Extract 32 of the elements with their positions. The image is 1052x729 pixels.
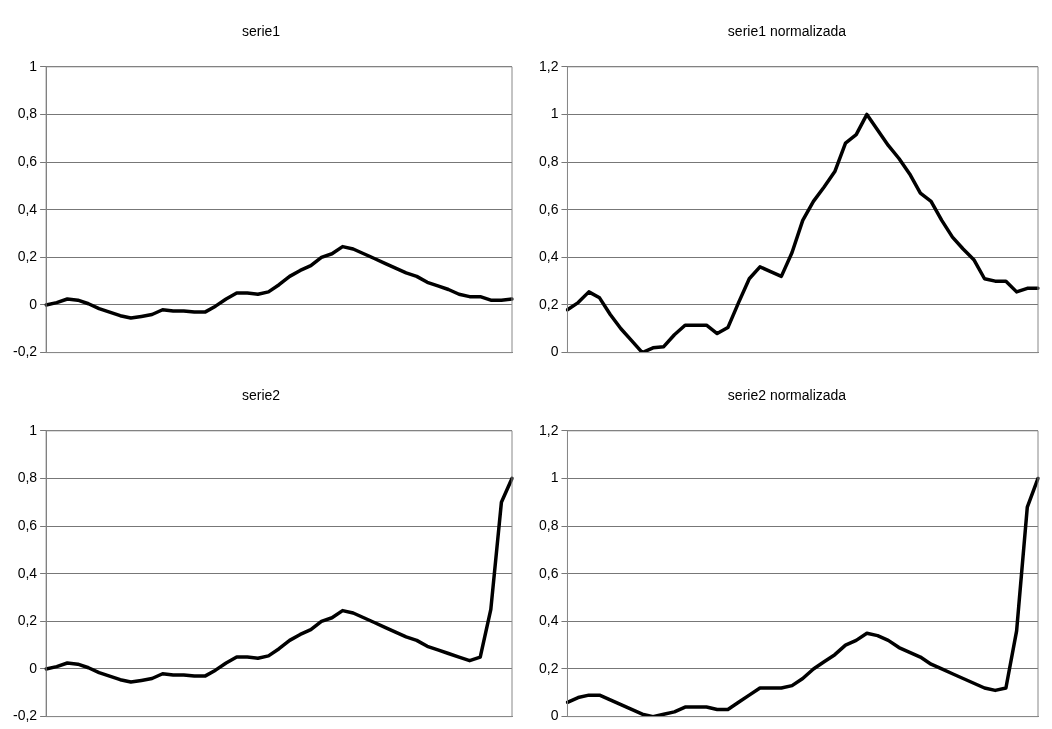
y-tick-label: 1,2 [538,57,559,74]
y-tick-label: 1 [550,469,559,486]
y-tick-label: -0,2 [13,707,38,724]
y-tick-label: 1 [550,105,559,122]
y-tick-label: 0 [550,343,559,360]
chart-title: serie2 [241,387,281,404]
y-tick-label: 0,6 [17,516,38,533]
y-tick-label: 0,8 [538,152,559,169]
y-tick-label: 0,6 [538,564,559,581]
y-tick-label: 0,2 [17,612,38,629]
y-tick-label: 1,2 [538,421,559,438]
y-tick-label: 0,8 [17,105,38,122]
y-tick-label: 0,4 [538,612,559,629]
chart-title: serie2 normalizada [727,387,847,404]
y-tick-label: 0,6 [17,152,38,169]
y-tick-label: 0,2 [538,295,559,312]
y-tick-label: 0 [29,295,38,312]
y-tick-label: 0,4 [538,248,559,265]
y-tick-label: -0,2 [13,343,38,360]
chart-title: serie1 [241,23,281,40]
y-tick-label: 0,4 [17,564,38,581]
y-tick-label: 0,2 [17,248,38,265]
y-tick-label: 1 [29,421,38,438]
y-tick-label: 0,4 [17,200,38,217]
y-tick-label: 0,6 [538,200,559,217]
y-tick-label: 0,8 [17,469,38,486]
y-tick-label: 0,2 [538,659,559,676]
y-tick-label: 0 [29,659,38,676]
y-tick-label: 1 [29,57,38,74]
chart-title: serie1 normalizada [727,23,847,40]
y-tick-label: 0,8 [538,516,559,533]
y-tick-label: 0 [550,707,559,724]
